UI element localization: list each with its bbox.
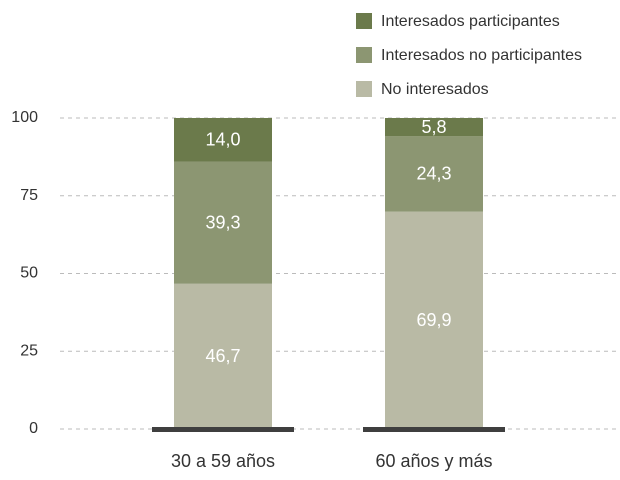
x-tick-label: 60 años y más [375, 451, 492, 471]
bar-segment [385, 136, 483, 212]
value-label: 5,8 [421, 117, 446, 137]
bar-segment [174, 283, 272, 429]
legend-label: No interesados [381, 81, 489, 98]
baseline [363, 427, 505, 432]
y-tick-label: 50 [20, 265, 38, 282]
value-label: 39,3 [205, 212, 240, 232]
value-label: 46,7 [205, 346, 240, 366]
legend-swatch [356, 47, 372, 63]
value-label: 14,0 [205, 130, 240, 150]
bar-segment [385, 118, 483, 137]
x-tick-label: 30 a 59 años [171, 451, 275, 471]
value-label: 69,9 [416, 310, 451, 330]
legend-swatch [356, 13, 372, 29]
value-label: 24,3 [416, 164, 451, 184]
legend-label: Interesados no participantes [381, 47, 582, 64]
bar-segment [174, 118, 272, 162]
y-tick-label: 75 [20, 187, 38, 204]
y-tick-label: 0 [29, 420, 38, 437]
baseline [152, 427, 294, 432]
y-tick-label: 100 [11, 109, 38, 126]
legend-swatch [356, 81, 372, 97]
y-tick-label: 25 [20, 342, 38, 359]
bar-segment [385, 211, 483, 429]
legend-label: Interesados participantes [381, 13, 560, 30]
bar-segment [174, 161, 272, 284]
